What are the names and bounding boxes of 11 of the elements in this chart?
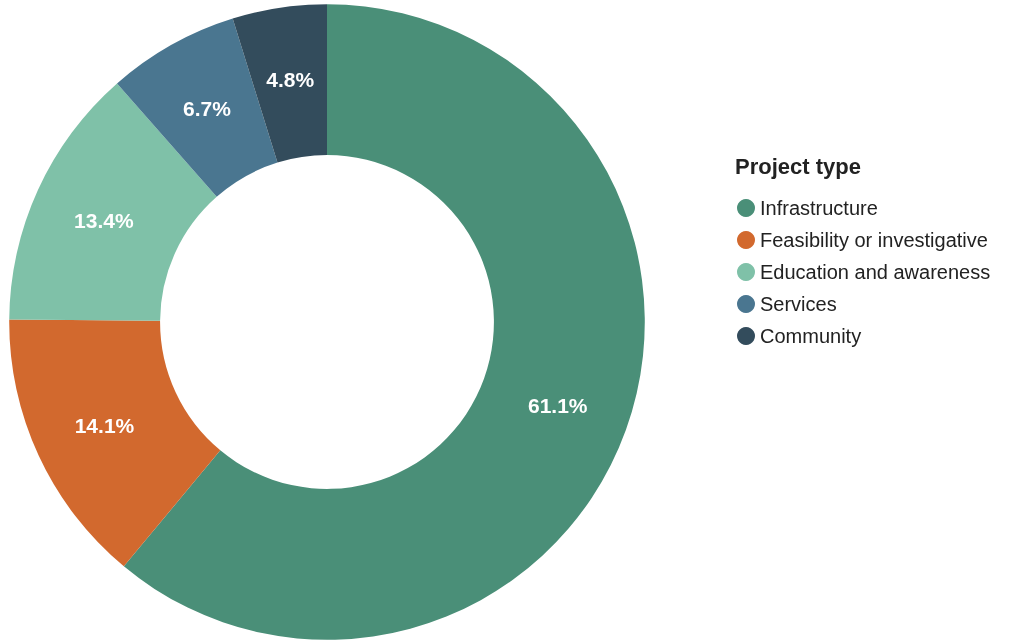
data-label: 61.1%	[527, 393, 588, 417]
legend-label: Services	[760, 293, 837, 315]
legend-label: Community	[760, 325, 862, 347]
data-label: 4.8%	[266, 67, 315, 91]
legend-label: Education and awareness	[760, 261, 991, 283]
data-label: 6.7%	[182, 96, 232, 120]
legend-label: Infrastructure	[760, 197, 878, 219]
data-label: 14.1%	[74, 413, 135, 437]
data-label: 13.4%	[74, 208, 134, 232]
legend-title: Project type	[735, 153, 861, 179]
legend-label: Feasibility or investigative	[760, 229, 988, 251]
